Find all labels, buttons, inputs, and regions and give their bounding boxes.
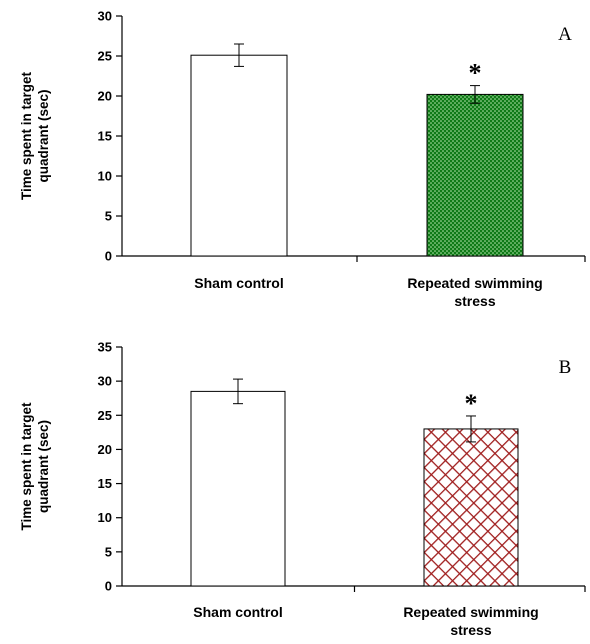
y-tick-label: 25 bbox=[98, 408, 112, 423]
y-tick-label: 5 bbox=[105, 209, 112, 224]
category-label-line: stress bbox=[454, 293, 495, 309]
category-label: Repeated swimming stress bbox=[403, 604, 538, 638]
y-tick-label: 15 bbox=[98, 476, 112, 491]
category-label-line: stress bbox=[450, 622, 491, 638]
panel-label: B bbox=[559, 357, 572, 378]
bar bbox=[423, 428, 519, 587]
y-axis-label: Time spent in target quadrant (sec) bbox=[19, 71, 51, 200]
bar bbox=[190, 54, 288, 257]
y-tick-label: 35 bbox=[98, 340, 112, 355]
y-tick-label: 10 bbox=[98, 510, 112, 525]
y-tick-label: 30 bbox=[98, 374, 112, 389]
category-label-line: Repeated swimming bbox=[403, 604, 538, 620]
panel-label: A bbox=[558, 24, 572, 45]
significance-marker: * bbox=[465, 389, 478, 418]
category-label: Sham control bbox=[193, 604, 282, 620]
chart-panel-a: 0 5 10 15 20 25 30 Time spent in target quadrant… bbox=[19, 9, 586, 309]
y-tick-label: 20 bbox=[98, 442, 112, 457]
y-axis-label-line: quadrant (sec) bbox=[36, 420, 51, 513]
category-label-line: Sham control bbox=[194, 275, 283, 291]
chart-panel-b: 0 5 10 15 20 25 30 35 Time spent in target quadra… bbox=[19, 340, 586, 638]
y-tick-label: 0 bbox=[105, 579, 112, 594]
category-label-line: Repeated swimming bbox=[407, 275, 542, 291]
bar bbox=[190, 390, 286, 587]
y-axis-label-line: Time spent in target bbox=[19, 402, 34, 531]
y-axis-label: Time spent in target quadrant (sec) bbox=[19, 402, 51, 531]
y-tick-label: 30 bbox=[98, 9, 112, 24]
y-tick-label: 20 bbox=[98, 89, 112, 104]
y-axis-label-line: quadrant (sec) bbox=[36, 89, 51, 182]
significance-marker: * bbox=[469, 59, 482, 88]
y-tick-label: 15 bbox=[98, 129, 112, 144]
bar bbox=[426, 93, 524, 257]
y-tick-label: 25 bbox=[98, 49, 112, 64]
y-tick-label: 10 bbox=[98, 169, 112, 184]
y-tick-label: 0 bbox=[105, 249, 112, 264]
category-label-line: Sham control bbox=[193, 604, 282, 620]
category-label: Repeated swimming stress bbox=[407, 275, 542, 309]
y-tick-label: 5 bbox=[105, 544, 112, 559]
category-label: Sham control bbox=[194, 275, 283, 291]
y-axis-label-line: Time spent in target bbox=[19, 71, 34, 200]
